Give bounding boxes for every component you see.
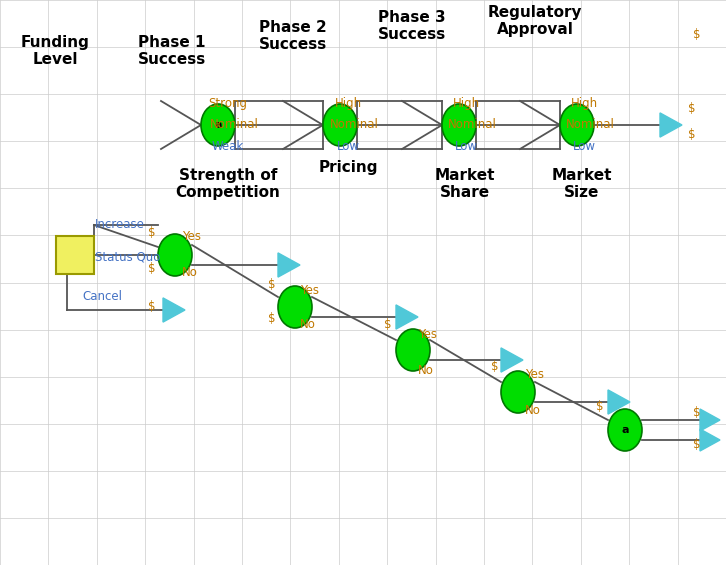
Text: High: High <box>335 97 362 110</box>
Text: High: High <box>571 97 597 110</box>
Ellipse shape <box>278 286 312 328</box>
Text: Strength of
Competition: Strength of Competition <box>176 168 280 201</box>
Polygon shape <box>278 253 300 277</box>
Text: Weak: Weak <box>212 141 244 154</box>
Text: Nominal: Nominal <box>330 119 378 132</box>
Text: Yes: Yes <box>300 284 319 297</box>
Text: $: $ <box>268 311 276 324</box>
Ellipse shape <box>442 104 476 146</box>
Ellipse shape <box>608 409 642 451</box>
Text: Phase 2
Success: Phase 2 Success <box>259 20 327 53</box>
Text: Market
Share: Market Share <box>435 168 495 201</box>
Polygon shape <box>700 429 720 451</box>
Text: Nominal: Nominal <box>447 119 497 132</box>
Polygon shape <box>660 113 682 137</box>
Text: $: $ <box>596 401 604 414</box>
Ellipse shape <box>323 104 357 146</box>
Text: Pricing: Pricing <box>318 160 378 175</box>
Text: Cancel: Cancel <box>82 290 122 303</box>
Text: Low: Low <box>454 141 478 154</box>
Text: Yes: Yes <box>525 368 544 381</box>
Bar <box>56 236 94 274</box>
Ellipse shape <box>396 329 430 371</box>
Text: $: $ <box>693 438 701 451</box>
Polygon shape <box>700 409 720 431</box>
Text: $: $ <box>693 406 701 419</box>
Text: Nominal: Nominal <box>566 119 614 132</box>
Text: Phase 1
Success: Phase 1 Success <box>138 35 206 67</box>
Text: $: $ <box>384 319 392 332</box>
Text: $: $ <box>148 262 156 275</box>
Ellipse shape <box>158 234 192 276</box>
Text: Status Quo: Status Quo <box>95 250 160 263</box>
Text: No: No <box>182 267 198 280</box>
Text: No: No <box>418 363 434 376</box>
Polygon shape <box>501 348 523 372</box>
Text: $: $ <box>148 227 156 240</box>
Text: Phase 3
Success: Phase 3 Success <box>378 10 446 42</box>
Text: $: $ <box>693 28 701 41</box>
Text: a: a <box>621 425 629 435</box>
Text: $: $ <box>268 279 276 292</box>
Text: Regulatory
Approval: Regulatory Approval <box>488 5 582 37</box>
Polygon shape <box>396 305 418 329</box>
Text: Yes: Yes <box>418 328 437 341</box>
Text: a: a <box>214 120 221 130</box>
Text: High: High <box>452 97 480 110</box>
Ellipse shape <box>501 371 535 413</box>
Text: $: $ <box>492 360 499 373</box>
Text: Funding
Level: Funding Level <box>20 35 89 67</box>
Text: No: No <box>525 403 541 416</box>
Text: Increase: Increase <box>95 219 145 232</box>
Text: $: $ <box>148 301 156 314</box>
Text: $: $ <box>688 128 696 141</box>
Text: Low: Low <box>336 141 359 154</box>
Ellipse shape <box>560 104 594 146</box>
Ellipse shape <box>201 104 235 146</box>
Text: $: $ <box>688 102 696 115</box>
Text: Low: Low <box>573 141 595 154</box>
Polygon shape <box>163 298 185 322</box>
Text: No: No <box>300 319 316 332</box>
Text: Yes: Yes <box>182 231 201 244</box>
Text: Nominal: Nominal <box>210 119 258 132</box>
Text: Market
Size: Market Size <box>552 168 612 201</box>
Text: Strong: Strong <box>208 97 248 110</box>
Polygon shape <box>608 390 630 414</box>
